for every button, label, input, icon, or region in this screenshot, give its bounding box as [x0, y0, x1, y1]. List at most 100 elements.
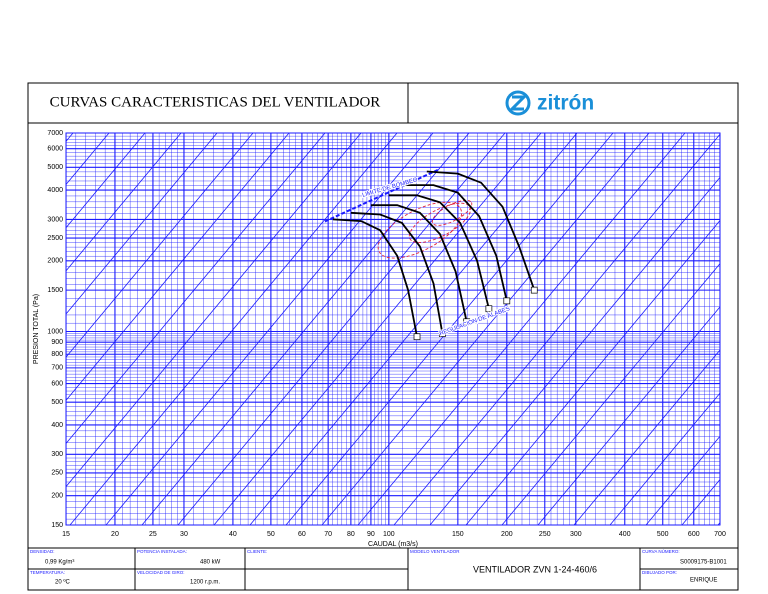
x-tick-label: 150	[452, 531, 464, 538]
x-tick-label: 700	[714, 531, 726, 538]
resistance-line	[69, 133, 398, 525]
resistance-line	[609, 392, 720, 525]
resistance-line	[429, 176, 720, 525]
y-tick-label: 400	[51, 422, 63, 429]
plot-border	[65, 132, 721, 526]
resistance-line	[66, 133, 254, 358]
label: DENSIDAD:	[30, 549, 55, 554]
resistance-line	[465, 219, 720, 525]
x-tick-label: 100	[383, 531, 395, 538]
y-tick-label: 6000	[47, 146, 63, 153]
resistance-line	[66, 133, 146, 229]
surge-line	[324, 168, 440, 223]
x-tick-label: 80	[347, 531, 355, 538]
curve-end-marker	[413, 333, 421, 341]
value: 0,99 Kg/m³	[45, 560, 74, 566]
x-tick-label: 400	[619, 531, 631, 538]
x-tick-label: 200	[501, 531, 513, 538]
x-tick-label: 300	[570, 531, 582, 538]
x-tick-label: 30	[180, 531, 188, 538]
value: 480 kW	[200, 560, 221, 566]
label: TEMPERATURA:	[30, 570, 65, 575]
y-tick-label: 600	[51, 380, 63, 387]
model: VENTILADOR ZVN 1-24-460/6	[473, 564, 597, 574]
label: POTENCIA INSTALADA:	[137, 549, 187, 554]
y-tick-label: 7000	[47, 130, 63, 137]
x-tick-label: 50	[267, 531, 275, 538]
y-tick-label: 5000	[47, 164, 63, 171]
resistance-line	[285, 133, 614, 525]
value: 20 ºC	[55, 579, 71, 586]
resistance-line	[0, 133, 37, 525]
logo: zitrón	[537, 92, 594, 115]
x-tick-label: 500	[657, 531, 669, 538]
frame	[27, 82, 739, 591]
y-tick-label: 200	[51, 492, 63, 499]
y-tick-label: 2000	[47, 258, 63, 265]
y-tick-label: 250	[51, 470, 63, 477]
fan-curve	[426, 170, 536, 291]
label: MODELO VENTILADOR	[410, 549, 460, 554]
resistance-line	[501, 263, 720, 525]
label: DIBUJADO POR:	[642, 570, 677, 575]
resistance-line	[105, 133, 434, 525]
x-axis-label: CAUDAL (m3/s)	[368, 541, 418, 548]
label: VELOCIDAD DE GIRO:	[137, 570, 185, 575]
plot: 15 20 25 30 40 50 60 70 80 90 100 150 200 250 300 400 50…	[0, 130, 768, 548]
resistance-line	[66, 133, 218, 315]
resistance-line	[321, 133, 650, 525]
x-tick-label: 60	[298, 531, 306, 538]
resistance-line	[66, 133, 182, 272]
resistance-line	[537, 306, 720, 525]
y-tick-label: 2500	[47, 235, 63, 242]
value: S0009175-B1001	[680, 560, 727, 566]
x-tick-label: 15	[62, 531, 70, 538]
x-tick-label: 250	[539, 531, 551, 538]
efficiency-contour	[431, 199, 473, 226]
label: CURVA NÚMERO:	[642, 548, 680, 554]
resistance-line	[645, 435, 720, 525]
y-tick-label: 800	[51, 351, 63, 358]
resistance-line	[357, 133, 686, 525]
curve-end-marker	[439, 330, 446, 337]
fan-curve	[350, 211, 444, 334]
x-tick-label: 25	[149, 531, 157, 538]
y-tick-label: 150	[51, 522, 63, 529]
resistance-line	[754, 133, 768, 525]
resistance-line	[66, 133, 326, 445]
footer: DENSIDAD: 0,99 Kg/m³ POTENCIA INSTALADA:…	[28, 547, 738, 590]
resistance-line	[177, 133, 506, 525]
x-tick-label: 600	[688, 531, 700, 538]
y-tick-label: 4000	[47, 187, 63, 194]
fan-curve	[405, 184, 508, 302]
x-tick-label: 90	[367, 531, 375, 538]
resistance-line	[573, 349, 720, 525]
resistance-line	[393, 133, 720, 525]
resistance-line	[66, 133, 362, 488]
y-axis-label: PRESION TOTAL (Pa)	[33, 294, 40, 364]
resistance-line	[0, 133, 1, 525]
logo-z	[508, 95, 528, 111]
fan-curve	[370, 204, 468, 322]
value: 1200 r.p.m.	[190, 580, 220, 586]
y-tick-label: 700	[51, 365, 63, 372]
annotation: REGULACION DE ALABES	[439, 306, 511, 337]
logo-icon	[505, 90, 531, 116]
curve-end-marker	[485, 305, 493, 313]
fan-curve	[332, 218, 418, 337]
y-tick-label: 900	[51, 339, 63, 346]
efficiency-contour	[377, 201, 463, 259]
resistance-line	[66, 133, 290, 401]
efficiency-contour	[408, 202, 472, 243]
x-tick-label: 70	[324, 531, 332, 538]
fan-curve	[388, 194, 490, 309]
resistance-line	[717, 521, 720, 525]
y-tick-label: 3000	[47, 216, 63, 223]
resistance-line	[141, 133, 470, 525]
curve-end-marker	[463, 318, 471, 326]
y-tick-label: 500	[51, 399, 63, 406]
resistance-line	[249, 133, 578, 525]
value: ENRIQUE	[690, 578, 717, 584]
title: CURVAS CARACTERISTICAS DEL VENTILADOR	[50, 94, 381, 110]
